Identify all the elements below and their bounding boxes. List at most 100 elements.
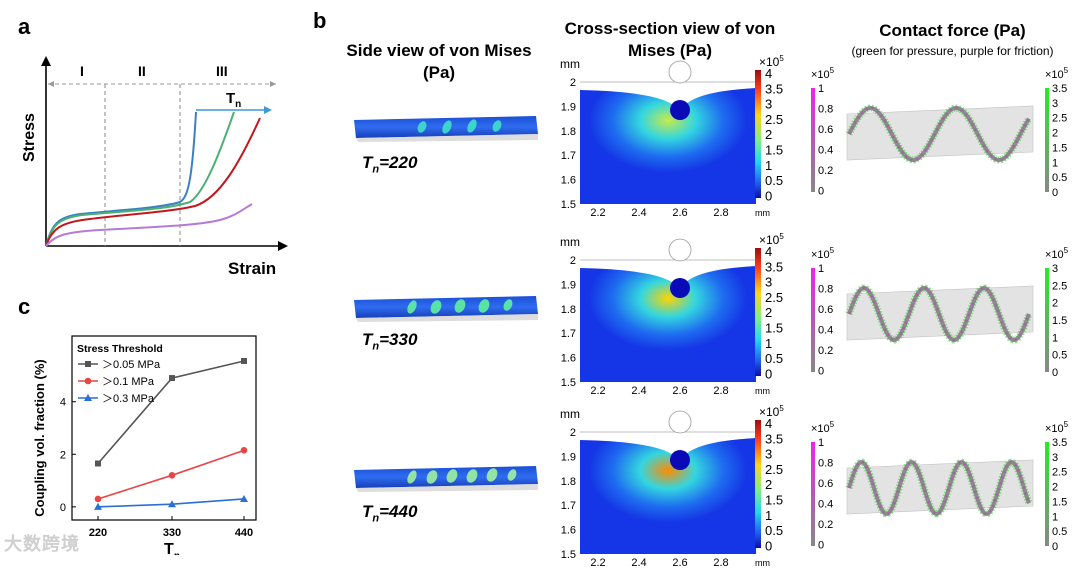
- pressure-tick-label: 3: [1052, 263, 1058, 275]
- cross-section-row1: mm 2 1.9 1.8 1.7 1.6 1.5 2.2 2.4 2.6 2.8 mm ×10543.5…: [560, 54, 784, 219]
- pressure-tick-label: 2: [1052, 128, 1058, 140]
- legend-title: Stress Threshold: [77, 343, 163, 355]
- legend-marker: [84, 377, 92, 385]
- rod-shadow: [356, 484, 538, 492]
- panel-b-letter: b: [313, 8, 327, 33]
- y-tick-label: 2: [60, 449, 66, 461]
- pressure-tick-label: 0.5: [1052, 526, 1067, 538]
- pressure-tick-label: 3.5: [1052, 437, 1067, 449]
- pressure-tick-label: 3: [1052, 452, 1058, 464]
- curve-red: [45, 117, 261, 247]
- y-tick-label: 1.8: [561, 304, 576, 316]
- friction-colorbar: [811, 88, 815, 192]
- pressure-tick-label: 2.5: [1052, 467, 1067, 479]
- colorbar-tick-label: 0: [765, 188, 772, 203]
- friction-tick-label: 0: [818, 366, 824, 378]
- data-point: [240, 494, 248, 502]
- watermark: 大数跨境: [4, 534, 80, 554]
- pressure-colorbar-exponent: ×105: [1045, 246, 1069, 261]
- stress-field: [580, 438, 756, 554]
- friction-tick-label: 0: [818, 186, 824, 198]
- panel-c-line-chart: 0 2 4 220 330 440 Stress Threshold ＞0.05 MPa ＞0.…: [32, 335, 257, 555]
- friction-tick-label: 0.2: [818, 519, 833, 531]
- colorbar-tick-label: 2: [765, 127, 772, 142]
- pressure-tick-label: 1: [1052, 332, 1058, 344]
- data-point: [168, 500, 176, 508]
- pressure-tick-label: 1.5: [1052, 315, 1067, 327]
- x-tick-label: 2.2: [590, 385, 605, 397]
- col2-title: Cross-section view of von Mises (Pa): [564, 19, 776, 60]
- x-tick-label: 2.4: [631, 385, 646, 397]
- chart-frame: [71, 335, 257, 521]
- colorbar: [755, 248, 761, 376]
- pressure-colorbar-exponent: ×105: [1045, 420, 1069, 435]
- col3-title: Contact force (Pa): [879, 21, 1026, 40]
- pressure-tick-label: 3.5: [1052, 83, 1067, 95]
- colorbar: [755, 70, 761, 198]
- x-tick-label: 2.6: [672, 557, 687, 569]
- legend-entry: ＞0.3 MPa: [102, 393, 155, 405]
- rod-shadow: [356, 314, 538, 322]
- x-tick-label: 440: [235, 527, 253, 539]
- indenter-ball: [670, 100, 690, 120]
- curve-purple: [45, 203, 253, 247]
- pressure-tick-label: 0: [1052, 541, 1058, 553]
- data-point: [94, 502, 102, 510]
- cross-section-row3: mm 2 1.9 1.8 1.7 1.6 1.5 2.2 2.4 2.6 2.8 mm ×10543.5…: [560, 404, 784, 569]
- friction-tick-label: 0.4: [818, 145, 833, 157]
- helix-core: [847, 105, 1031, 163]
- colorbar-tick-label: 3: [765, 97, 772, 112]
- y-tick-label: 2: [570, 255, 576, 267]
- colorbar-tick-label: 0: [765, 366, 772, 381]
- data-point: [95, 460, 101, 467]
- colorbar-tick-label: 2.5: [765, 462, 783, 477]
- col3-subtitle: (green for pressure, purple for friction…: [851, 44, 1054, 58]
- friction-tick-label: 0.8: [818, 104, 833, 116]
- panel-c-ylabel: Coupling vol. fraction (%): [32, 359, 47, 516]
- y-tick-label: 1.9: [561, 451, 576, 463]
- friction-tick-label: 0.2: [818, 345, 833, 357]
- colorbar-tick-label: 4: [765, 416, 772, 431]
- panel-a-letter: a: [18, 14, 31, 39]
- stress-field: [580, 266, 756, 382]
- contact-force-row2: ×105 1 0.8 0.6 0.4 0.2 0 ×105 3 2.5 2 1.5 1 0.5 0: [811, 246, 1069, 379]
- colorbar: [755, 420, 761, 548]
- x-tick-label: 2.4: [631, 207, 646, 219]
- friction-tick-label: 0.6: [818, 304, 833, 316]
- curve-blue: [45, 111, 197, 247]
- y-tick-label: 1.9: [561, 279, 576, 291]
- cross-section-row2: mm 2 1.9 1.8 1.7 1.6 1.5 2.2 2.4 2.6 2.8 mm ×10543.5…: [560, 232, 784, 397]
- colorbar-tick-label: 4: [765, 66, 772, 81]
- contact-force-row1: ×105 1 0.8 0.6 0.4 0.2 0 ×105 3.5 3 2.5 2 1.5 1 0.5 0: [811, 66, 1069, 199]
- panel-c-xlabel: Tn: [164, 541, 180, 555]
- x-tick-label: 2.6: [672, 385, 687, 397]
- x-unit-label: mm: [755, 386, 770, 396]
- colorbar-tick-label: 3: [765, 275, 772, 290]
- x-tick-label: 2.2: [590, 207, 605, 219]
- y-tick-label: 1.7: [561, 328, 576, 340]
- colorbar-tick-label: 1.5: [765, 143, 783, 158]
- friction-tick-label: 1: [818, 263, 824, 275]
- panel-a-x-arrowhead: [278, 241, 288, 251]
- y-tick-label: 1.6: [561, 175, 576, 187]
- x-tick-label: 2.8: [713, 385, 728, 397]
- friction-tick-label: 0.2: [818, 165, 833, 177]
- region-label-1: I: [80, 63, 84, 79]
- colorbar-tick-label: 2.5: [765, 112, 783, 127]
- panel-a-y-arrowhead: [41, 56, 51, 66]
- row3-label: Tn=440: [362, 502, 418, 525]
- data-point: [94, 495, 102, 503]
- contact-force-row3: ×105 1 0.8 0.6 0.4 0.2 0 ×105 3.5 3 2.5 2 1.5 1 0.5 0: [811, 420, 1069, 553]
- region-arrow-left: [48, 81, 54, 87]
- y-tick-label: 2: [570, 77, 576, 89]
- y-tick-label: 1.6: [561, 353, 576, 365]
- panel-a-stress-strain-plot: I II III Tn Stress Strain: [21, 56, 288, 278]
- friction-tick-label: 1: [818, 83, 824, 95]
- pressure-tick-label: 0: [1052, 187, 1058, 199]
- pressure-tick-label: 3: [1052, 98, 1058, 110]
- panel-a-xlabel: Strain: [228, 259, 276, 278]
- panel-c-letter: c: [18, 294, 31, 319]
- row1-label: Tn=220: [362, 153, 418, 176]
- friction-tick-label: 0.6: [818, 478, 833, 490]
- pressure-colorbar: [1045, 268, 1049, 372]
